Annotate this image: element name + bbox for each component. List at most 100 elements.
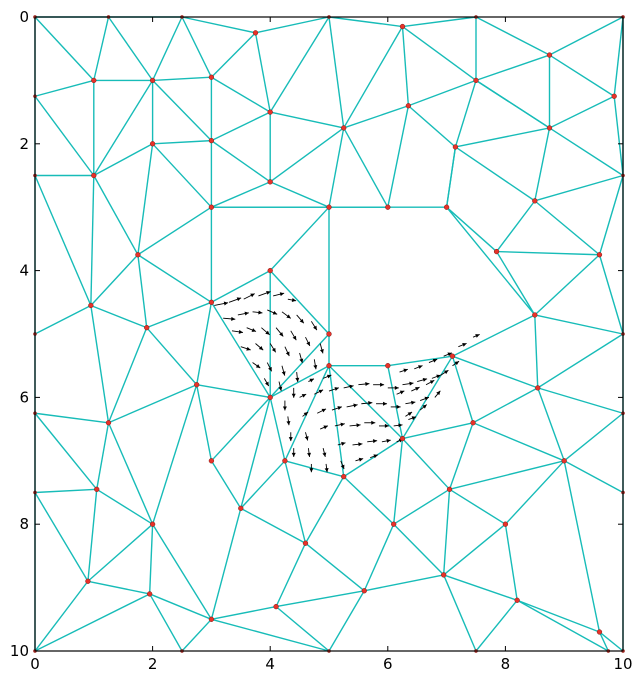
vector-arrow-66 [307,448,312,457]
y-tick-label-3: 6 [19,388,29,406]
mesh-edge-71 [152,143,212,208]
vector-arrow-37 [314,389,324,395]
mesh-node-22 [208,137,215,144]
mesh-edge-4 [328,16,403,28]
vector-arrow-76 [355,457,364,462]
vector-arrow-68 [337,441,346,446]
mesh-edge-98 [90,304,147,329]
mesh-node-41 [326,363,332,369]
mesh-node-25 [385,204,391,210]
vector-arrow-3 [258,291,271,297]
y-tick-label-5: 10 [10,642,29,660]
mesh-edge-101 [90,305,110,423]
vector-arrow-43 [402,381,414,386]
mesh-node-42 [449,353,456,359]
x-tick-label-4: 8 [501,655,511,673]
mesh-edge-130 [269,365,330,399]
mesh-edge-40 [152,79,212,142]
mesh-edge-158 [448,422,474,490]
vector-arrow-79 [414,365,423,370]
mesh-node-28 [532,198,538,204]
vector-arrow-81 [443,352,453,357]
vector-arrow-82 [458,342,467,348]
mesh-edge-150 [152,523,212,620]
mesh-edge-88 [269,206,330,272]
mesh-edge-91 [269,270,330,335]
vector-arrow-47 [302,411,309,417]
mesh-node-68 [302,540,309,546]
x-tick-label-0: 0 [30,655,40,673]
mesh-edge-129 [269,397,286,461]
vector-arrow-25 [313,359,318,370]
mesh-edge-28 [152,76,212,82]
mesh-edge-92 [496,250,600,256]
vector-arrow-90 [419,404,428,411]
vector-arrow-44 [417,377,428,382]
mesh-edge-132 [328,365,345,477]
vector-arrow-70 [367,439,378,444]
mesh-edge-152 [240,460,286,509]
mesh-edge-6 [475,16,550,56]
vector-arrow-49 [331,406,342,411]
plot-frame [34,16,624,652]
mesh-edge-148 [87,523,154,582]
vector-arrow-16 [275,327,284,337]
mesh-edge-17 [328,16,345,129]
vector-arrow-64 [408,416,417,421]
vector-arrow-14 [246,327,257,332]
vector-arrow-50 [346,403,358,408]
mesh-edge-60 [269,181,330,208]
mesh-edge-24 [549,54,615,97]
mesh-node-7 [546,52,553,58]
vector-arrow-75 [340,460,345,470]
mesh-edge-22 [475,54,550,82]
mesh-node-33 [493,248,500,255]
mesh-edge-166 [442,489,451,575]
vector-arrow-84 [396,390,405,395]
vector-arrow-80 [428,358,438,363]
vector-arrow-60 [349,423,361,428]
mesh-edge-38 [93,80,154,176]
vector-arrow-17 [290,330,297,341]
mesh-edge-179 [275,606,330,652]
vector-arrow-67 [322,448,327,458]
mesh-edge-64 [455,146,536,202]
mesh-edge-139 [472,422,565,462]
mesh-edge-157 [563,460,624,494]
vector-arrow-11 [296,314,305,324]
vector-arrow-65 [291,448,296,457]
mesh-edge-178 [275,542,307,607]
mesh-nodes [33,15,625,653]
vector-arrow-48 [317,408,327,414]
mesh-edge-116 [537,333,624,389]
vector-arrow-15 [261,327,270,336]
mesh-node-76 [514,597,520,603]
vector-arrow-18 [305,336,311,347]
mesh-edge-18 [343,26,404,129]
mesh-edge-104 [196,302,213,385]
mesh-edge-34 [549,95,615,129]
mesh-node-57 [282,458,288,464]
mesh-edge-123 [96,422,110,490]
mesh-node-38 [208,299,215,305]
vector-arrow-2 [243,293,255,300]
vector-arrow-4 [273,292,285,297]
vector-arrow-1 [228,297,242,303]
mesh-edge-81 [446,206,536,316]
mesh-edge-44 [269,127,345,183]
mesh-edge-5 [402,16,477,28]
mesh-node-48 [267,394,273,401]
vector-arrow-41 [373,382,385,387]
vector-arrow-40 [358,382,370,387]
mesh-edge-77 [445,146,457,208]
mesh-edge-180 [305,542,365,592]
mesh-edge-154 [343,438,403,478]
vector-arrow-34 [322,374,332,379]
mesh-edge-171 [34,580,89,652]
mesh-node-59 [399,435,406,442]
mesh-edge-50 [475,79,550,129]
mesh-node-37 [144,325,150,331]
mesh-edge-53 [549,127,624,177]
mesh-edge-89 [211,269,271,303]
mesh-node-49 [470,420,476,426]
